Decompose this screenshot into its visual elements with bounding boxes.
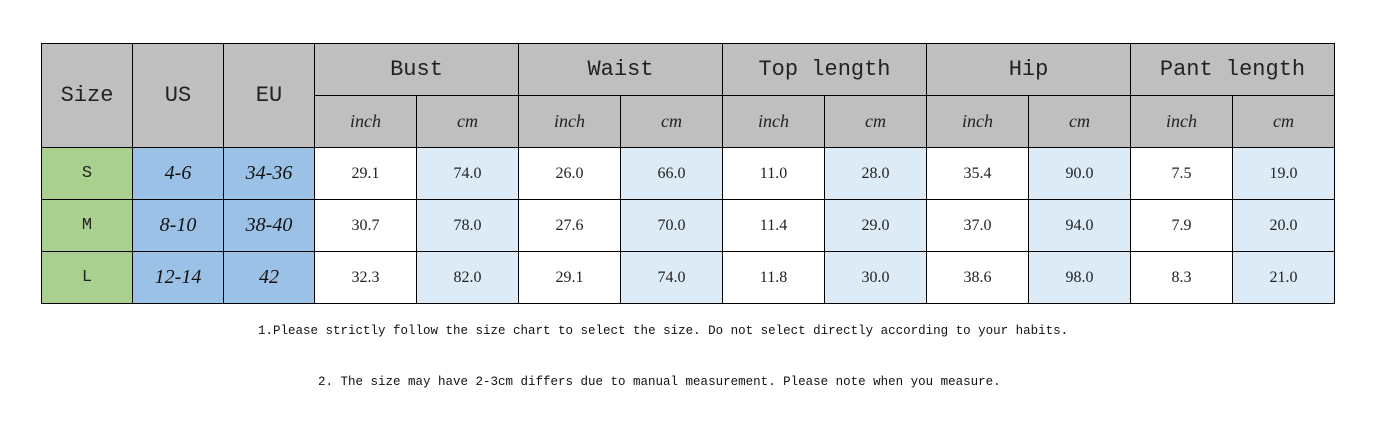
size-cell: M	[41, 199, 133, 252]
inch-value-cell: 29.1	[518, 251, 621, 304]
inch-value-cell: 7.5	[1130, 147, 1233, 200]
inch-value-cell: 38.6	[926, 251, 1029, 304]
header-group: Waist	[518, 43, 723, 96]
eu-cell: 34-36	[223, 147, 315, 200]
inch-value-cell: 29.1	[314, 147, 417, 200]
header-us: US	[132, 43, 224, 148]
header-size: Size	[41, 43, 133, 148]
cm-value-cell: 82.0	[416, 251, 519, 304]
header-group: Top length	[722, 43, 927, 96]
header-eu: EU	[223, 43, 315, 148]
cm-value-cell: 29.0	[824, 199, 927, 252]
unit-inch: inch	[926, 95, 1029, 148]
unit-cm: cm	[416, 95, 519, 148]
header-group: Bust	[314, 43, 519, 96]
us-cell: 4-6	[132, 147, 224, 200]
unit-inch: inch	[722, 95, 825, 148]
cm-value-cell: 74.0	[416, 147, 519, 200]
unit-inch: inch	[1130, 95, 1233, 148]
unit-cm: cm	[620, 95, 723, 148]
inch-value-cell: 7.9	[1130, 199, 1233, 252]
unit-row: inch cm inch cm inch cm inch cm inch cm	[42, 95, 1335, 148]
us-cell: 8-10	[132, 199, 224, 252]
header-row: Size US EU Bust Waist Top length Hip Pant lengt…	[41, 43, 1335, 148]
size-cell: S	[41, 147, 133, 200]
unit-cm: cm	[1028, 95, 1131, 148]
cm-value-cell: 90.0	[1028, 147, 1131, 200]
unit-cm: cm	[824, 95, 927, 148]
unit-cm: cm	[1232, 95, 1335, 148]
header-group: Pant length	[1130, 43, 1335, 96]
inch-value-cell: 30.7	[314, 199, 417, 252]
eu-cell: 42	[223, 251, 315, 304]
inch-value-cell: 32.3	[314, 251, 417, 304]
us-cell: 12-14	[132, 251, 224, 304]
cm-value-cell: 21.0	[1232, 251, 1335, 304]
table-row: S 4-6 34-36 29.1 74.0 26.0 66.0 11.0 28.0 35.4 90.…	[41, 147, 1335, 200]
inch-value-cell: 26.0	[518, 147, 621, 200]
cm-value-cell: 98.0	[1028, 251, 1131, 304]
cm-value-cell: 78.0	[416, 199, 519, 252]
inch-value-cell: 11.0	[722, 147, 825, 200]
cm-value-cell: 20.0	[1232, 199, 1335, 252]
unit-inch: inch	[314, 95, 417, 148]
cm-value-cell: 70.0	[620, 199, 723, 252]
size-chart-table: Size US EU Bust Waist Top length Hip Pant lengt…	[41, 43, 1335, 304]
inch-value-cell: 37.0	[926, 199, 1029, 252]
note-2: 2. The size may have 2-3cm differs due t…	[318, 375, 1001, 389]
unit-inch: inch	[518, 95, 621, 148]
cm-value-cell: 94.0	[1028, 199, 1131, 252]
cm-value-cell: 66.0	[620, 147, 723, 200]
inch-value-cell: 11.4	[722, 199, 825, 252]
cm-value-cell: 19.0	[1232, 147, 1335, 200]
note-1: 1.Please strictly follow the size chart …	[258, 324, 1069, 338]
inch-value-cell: 27.6	[518, 199, 621, 252]
inch-value-cell: 35.4	[926, 147, 1029, 200]
header-group: Hip	[926, 43, 1131, 96]
inch-value-cell: 8.3	[1130, 251, 1233, 304]
cm-value-cell: 28.0	[824, 147, 927, 200]
table-row: L 12-14 42 32.3 82.0 29.1 74.0 11.8 30.0 38.6 98.0…	[41, 251, 1335, 304]
cm-value-cell: 30.0	[824, 251, 927, 304]
table-row: M 8-10 38-40 30.7 78.0 27.6 70.0 11.4 29.0 37.0 94…	[41, 199, 1335, 252]
inch-value-cell: 11.8	[722, 251, 825, 304]
size-cell: L	[41, 251, 133, 304]
eu-cell: 38-40	[223, 199, 315, 252]
cm-value-cell: 74.0	[620, 251, 723, 304]
